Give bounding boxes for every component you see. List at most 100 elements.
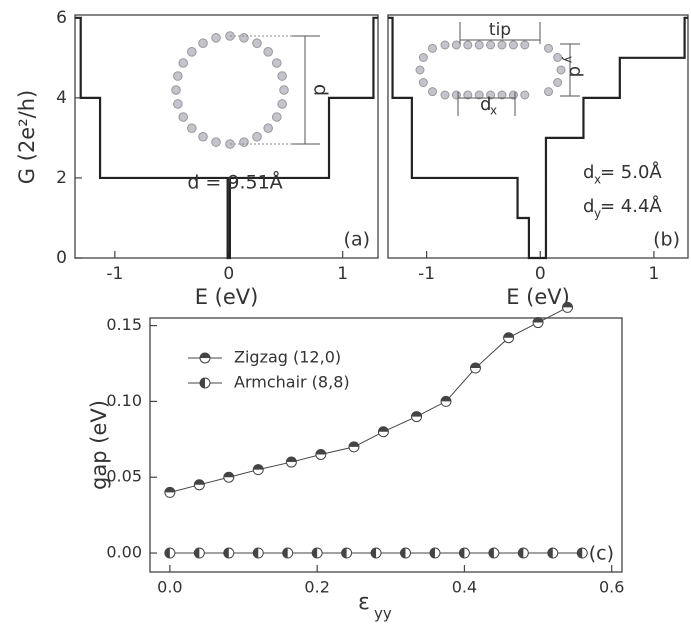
x-tick-label: 0.6 [599,578,624,597]
atom [486,40,496,50]
annotation: x [490,104,497,118]
marker-half [223,548,229,559]
atom [187,123,197,133]
marker [348,441,360,453]
marker [341,547,353,559]
marker [488,547,500,559]
annotation: tip [489,20,511,40]
marker [199,352,211,364]
x-axis-label: E (eV) [195,285,259,309]
x-axis-label-sub: yy [374,605,392,623]
atom [415,65,425,75]
marker [458,547,470,559]
atom [263,123,273,133]
y-tick-label: 0.10 [106,391,142,410]
marker-half [348,441,359,447]
y-tick-label: 0.15 [106,315,142,334]
atom [440,90,450,100]
marker-half [315,449,326,455]
atom [497,90,507,100]
marker-half [164,487,175,493]
marker-half [411,411,422,417]
x-tick-label: 0.4 [452,578,477,597]
atom [178,112,189,122]
atom [451,40,461,50]
marker-half [194,479,205,485]
x-axis-label: E (eV) [506,285,570,309]
marker [532,317,544,329]
annotation: d [480,94,491,115]
atom [553,78,563,87]
atom [463,40,473,50]
panel-label: (c) [589,543,614,565]
marker-half [533,317,544,323]
marker-half [253,464,264,470]
marker-half [441,396,452,402]
marker [223,471,235,483]
atom [463,90,473,100]
atom [544,87,553,97]
x-tick-label: -1 [418,264,435,284]
annotation: d [310,84,332,96]
marker-half [164,548,170,559]
atom [440,40,450,50]
annotation: d = 9.51Å [187,171,282,194]
atom [198,38,208,49]
marker [193,479,205,491]
marker-half [503,332,514,338]
marker [199,377,211,389]
marker-half [200,378,205,388]
y-tick-label: 0.00 [106,543,142,562]
atom [520,90,530,100]
atom [474,90,484,100]
marker-half [429,548,435,559]
y-tick-label: 0 [56,248,67,268]
marker [576,547,588,559]
atom [211,137,221,147]
annotation: d [583,196,594,217]
atom [520,40,530,50]
atom [428,87,437,97]
atom [486,90,496,100]
y-axis-label: G (2e²/h) [15,90,39,184]
atom [198,131,208,142]
marker [562,301,574,313]
atom [418,78,428,87]
marker-half [518,548,524,559]
atom [263,47,273,57]
annotation: y [562,56,576,63]
panel-label: (a) [344,229,370,251]
atom [418,53,428,62]
legend-label: Armchair (8,8) [234,373,350,392]
marker-half [253,548,259,559]
x-tick-label: 1 [337,264,348,284]
marker [411,411,423,423]
marker [400,547,412,559]
atom [271,112,282,122]
y-axis-label: gap (eV) [87,400,111,490]
atom [556,65,566,75]
marker [517,547,529,559]
atom [178,58,189,68]
x-axis-label: ε [358,590,370,615]
marker-half [400,548,406,559]
marker-half [312,548,318,559]
atom [277,99,287,109]
marker-half [371,548,377,559]
marker-half [286,457,297,463]
marker-half [577,548,583,559]
y-tick-label: 2 [56,168,67,188]
marker-half [459,548,465,559]
atom [173,71,183,81]
marker [223,547,235,559]
atom [171,85,181,95]
marker-half [470,363,481,369]
x-tick-label: 1 [648,264,659,284]
atom [239,137,249,147]
x-tick-label: 0 [535,264,546,284]
marker [429,547,441,559]
marker [282,547,294,559]
marker [252,464,264,476]
atom [173,99,183,109]
atom [497,40,507,50]
